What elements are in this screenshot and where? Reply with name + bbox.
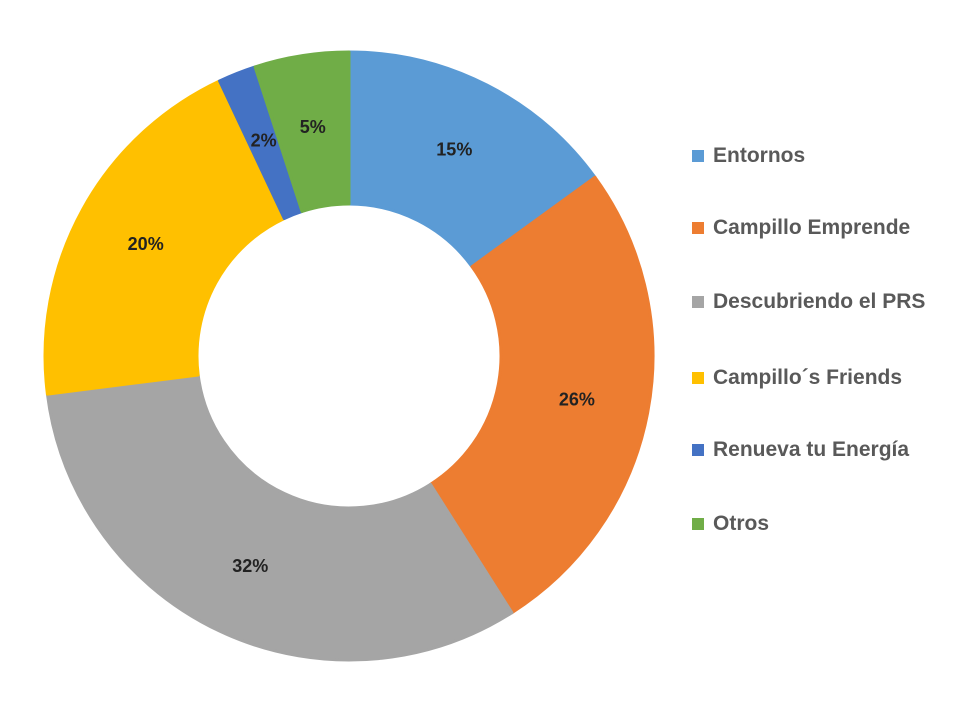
legend-label: Campillo´s Friends bbox=[713, 366, 903, 389]
legend-swatch bbox=[692, 372, 704, 384]
legend-label: Descubriendo el PRS bbox=[713, 290, 926, 313]
slice-campillo-s-friends bbox=[43, 79, 286, 396]
legend-label: Entornos bbox=[713, 144, 806, 167]
legend-swatch bbox=[692, 222, 704, 234]
legend-label: Otros bbox=[713, 512, 770, 535]
legend-item-renueva-tu-energia: Renueva tu Energía bbox=[692, 434, 941, 466]
legend-item-entornos: Entornos bbox=[692, 140, 941, 172]
legend-swatch bbox=[692, 296, 704, 308]
data-label-campillo-emprende: 26% bbox=[559, 389, 595, 409]
data-label-entornos: 15% bbox=[436, 139, 472, 159]
donut-slices bbox=[43, 50, 655, 662]
slice-campillo-emprende bbox=[428, 175, 655, 615]
legend-swatch bbox=[692, 518, 704, 530]
legend-label: Renueva tu Energía bbox=[713, 438, 910, 461]
legend-item-campillo-emprende: Campillo Emprende bbox=[692, 212, 941, 244]
legend-item-descubriendo-el-prs: Descubriendo el PRS bbox=[692, 286, 941, 318]
data-label-campillo-s-friends: 20% bbox=[128, 234, 164, 254]
legend-swatch bbox=[692, 150, 704, 162]
legend-item-campillo-s-friends: Campillo´s Friends bbox=[692, 362, 941, 394]
slice-entornos bbox=[347, 50, 597, 269]
data-label-renueva-tu-energia: 2% bbox=[251, 130, 277, 150]
legend-item-otros: Otros bbox=[692, 508, 941, 540]
data-label-otros: 5% bbox=[300, 117, 326, 137]
legend-swatch bbox=[692, 444, 704, 456]
legend-label: Campillo Emprende bbox=[713, 216, 911, 239]
slice-otros bbox=[253, 50, 351, 213]
slice-descubriendo-el-prs bbox=[45, 373, 514, 662]
data-label-descubriendo-el-prs: 32% bbox=[232, 556, 268, 576]
data-labels: 15% 26% 32% 20% 2% 5% bbox=[128, 117, 595, 576]
